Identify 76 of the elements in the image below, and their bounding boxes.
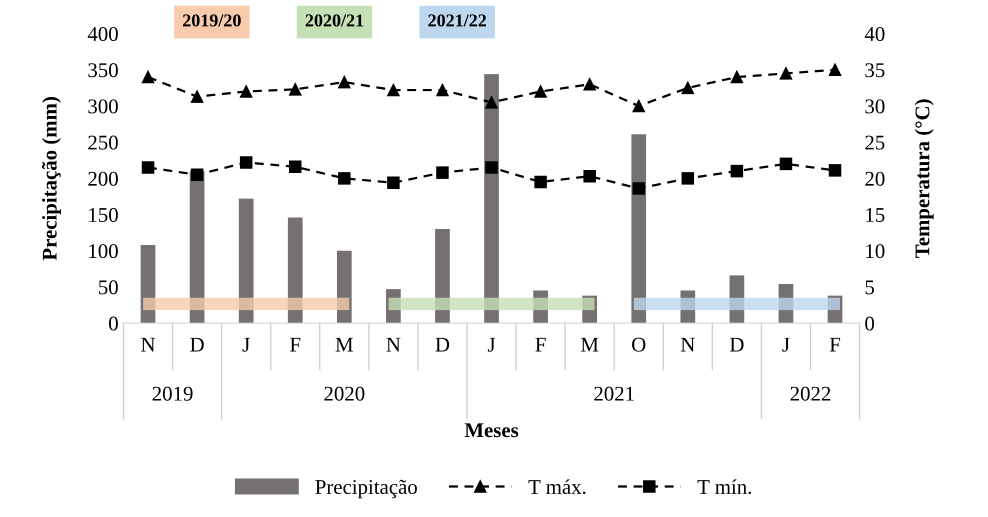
y-tick-label: 100 <box>89 244 118 258</box>
y-tick-label: 150 <box>89 208 118 222</box>
text: 2021/22 <box>428 14 486 27</box>
point <box>240 85 252 98</box>
y-tick-label: 300 <box>88 99 118 114</box>
y-axis-title: Precipitação (mm) <box>42 97 61 260</box>
point <box>485 161 498 174</box>
point <box>436 166 449 179</box>
legend-label: Precipitação <box>315 480 417 498</box>
point <box>338 76 351 88</box>
y-tick-label: 50 <box>99 280 118 294</box>
x-axis-title: Meses <box>464 423 518 438</box>
y2-tick-label: 35 <box>865 63 884 78</box>
point <box>485 96 498 109</box>
x-tick-label: F <box>830 338 840 352</box>
point <box>780 158 792 170</box>
y2-tick-label: 40 <box>864 26 884 42</box>
x-tick-label: M <box>581 338 598 352</box>
point <box>632 182 645 195</box>
x-tick-label: D <box>436 338 450 352</box>
y-tick-label: 0 <box>109 316 118 331</box>
text: 2022 <box>790 386 830 401</box>
x-tick-label: N <box>386 338 400 352</box>
x-tick-label: D <box>190 338 204 352</box>
point <box>387 84 400 96</box>
x-tick-label: N <box>680 338 695 352</box>
point <box>190 90 204 103</box>
point <box>142 70 154 84</box>
point <box>288 83 302 96</box>
x-tick-label: J <box>782 338 790 352</box>
text: 2019/20 <box>182 14 241 27</box>
x-tick-label: J <box>242 338 250 352</box>
point <box>288 160 302 174</box>
point <box>387 176 400 189</box>
point <box>142 161 154 174</box>
y2-tick-label: 30 <box>865 99 884 114</box>
y2-tick-label: 10 <box>866 244 884 258</box>
point <box>632 100 645 112</box>
y-tick-label: 400 <box>88 26 118 42</box>
point <box>828 164 842 177</box>
x-tick-label: J <box>488 338 496 352</box>
y2-tick-label: 5 <box>866 280 874 294</box>
y-tick-label: 350 <box>88 63 118 78</box>
point <box>240 156 252 169</box>
x-tick-label: F <box>535 338 546 352</box>
point <box>730 164 744 178</box>
y2-tick-label: 15 <box>866 208 884 222</box>
text: 2020 <box>324 386 364 401</box>
point <box>534 85 547 98</box>
legend-label: T mín. <box>698 479 752 494</box>
x-tick-label: F <box>290 338 300 352</box>
y-tick-label: 250 <box>88 136 118 150</box>
x-tick-label: M <box>336 338 353 352</box>
y2-axis-title: Temperatura (°C) <box>914 99 934 258</box>
text: 2020/21 <box>306 14 364 27</box>
text: 2019 <box>152 386 193 401</box>
point <box>436 84 449 96</box>
point <box>682 82 694 94</box>
x-tick-label: O <box>632 338 646 352</box>
text: 2021 <box>594 386 634 401</box>
x-tick-label: D <box>730 338 744 352</box>
point <box>730 70 744 84</box>
y2-tick-label: 0 <box>865 316 874 331</box>
point <box>534 176 547 188</box>
y-tick-label: 200 <box>88 172 118 186</box>
point <box>583 78 596 91</box>
point <box>780 67 792 80</box>
point <box>828 64 842 76</box>
y2-tick-label: 20 <box>865 172 884 186</box>
legend-label: T máx. <box>528 479 586 494</box>
y2-tick-label: 25 <box>865 136 884 150</box>
point <box>190 168 204 181</box>
point <box>338 172 351 185</box>
x-tick-label: N <box>141 338 156 352</box>
point <box>682 172 694 185</box>
point <box>583 170 596 182</box>
